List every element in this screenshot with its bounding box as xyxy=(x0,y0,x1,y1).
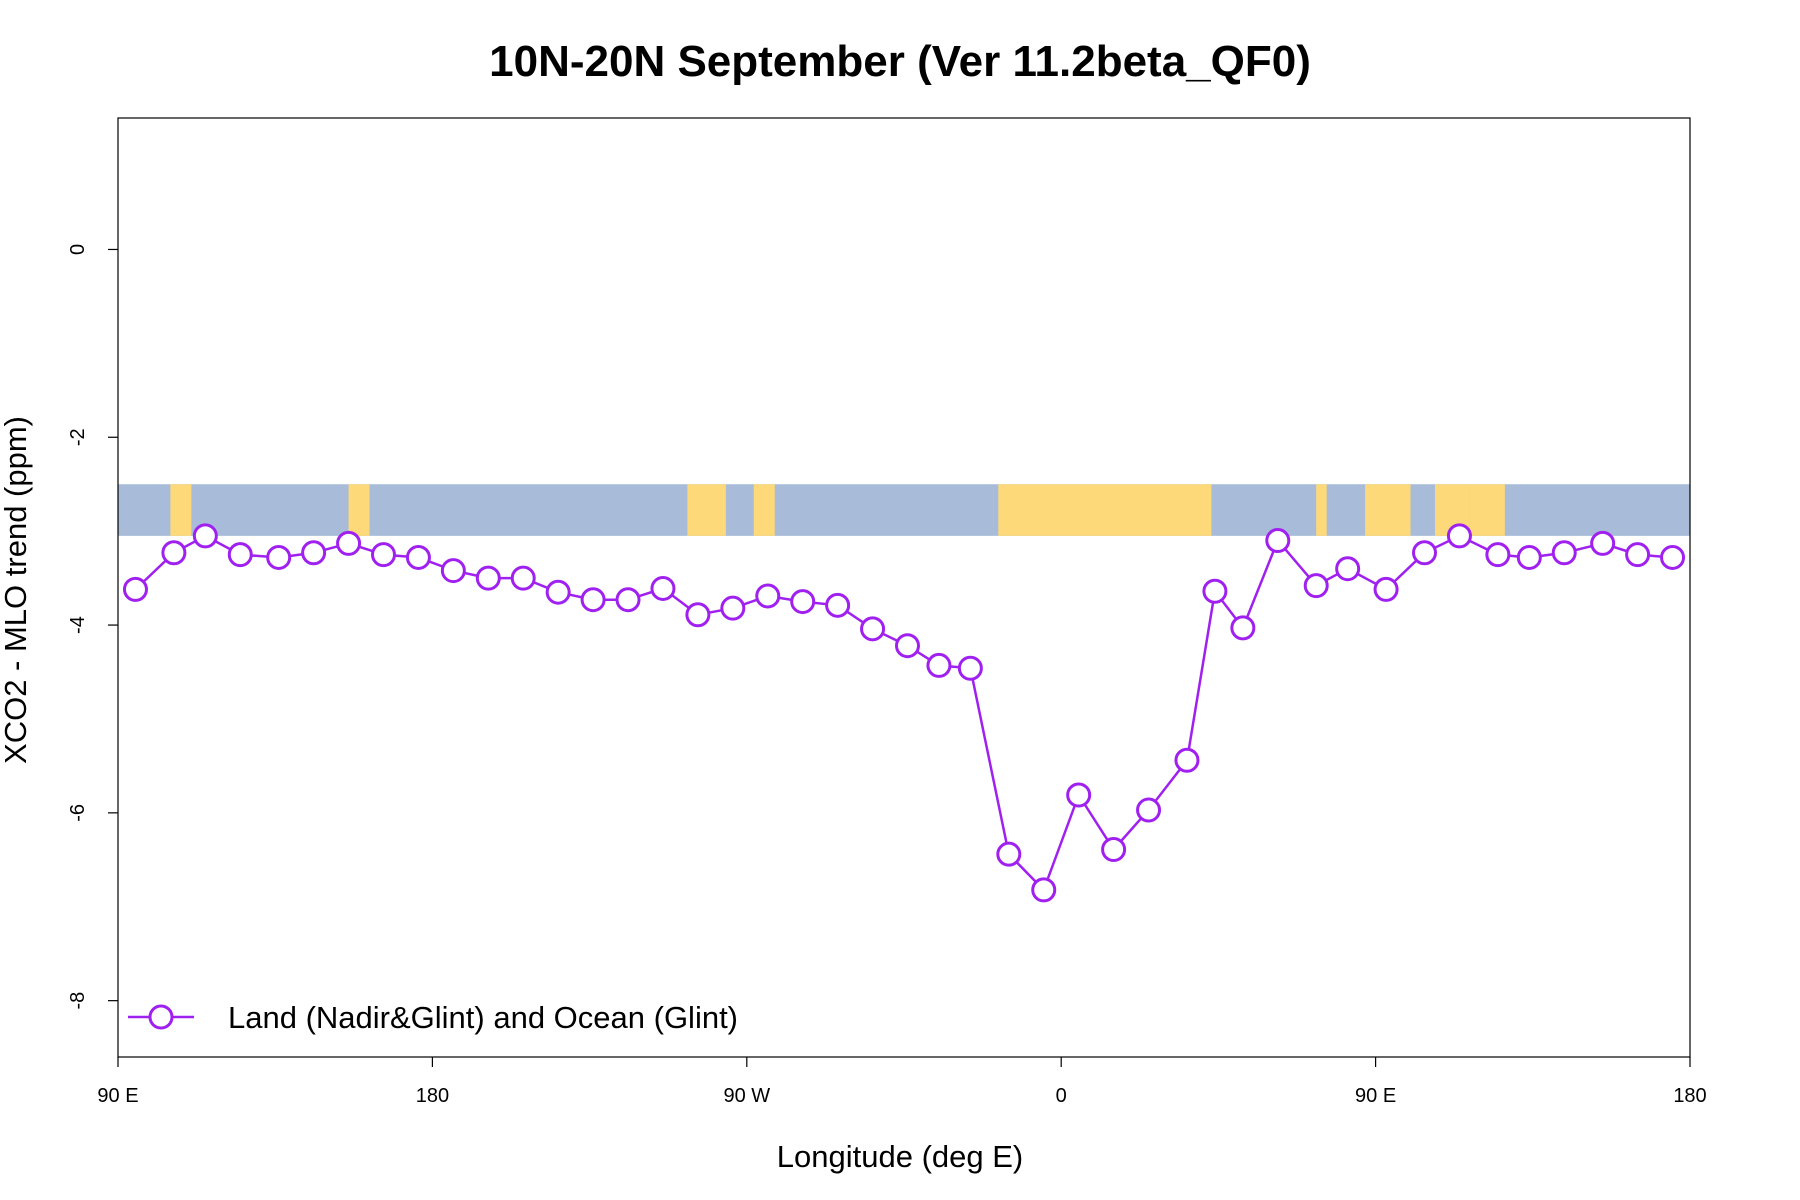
data-point xyxy=(405,544,431,570)
y-tick-label: -2 xyxy=(67,428,89,446)
x-tick-label: 90 E xyxy=(1355,1085,1396,1107)
x-tick-label: 180 xyxy=(416,1085,449,1107)
series-layer xyxy=(122,523,1686,903)
data-point xyxy=(1516,544,1542,570)
map-land-patch xyxy=(687,484,726,536)
data-point xyxy=(510,565,536,591)
x-axis-label: Longitude (deg E) xyxy=(777,1139,1023,1174)
map-land-patch xyxy=(1365,484,1411,536)
map-land-patch xyxy=(170,484,192,536)
data-point xyxy=(1303,573,1329,599)
x-tick-label: 180 xyxy=(1673,1085,1706,1107)
data-point xyxy=(615,587,641,613)
data-point xyxy=(790,589,816,615)
data-point xyxy=(1230,615,1256,641)
data-point xyxy=(996,841,1022,867)
data-point xyxy=(1412,540,1438,566)
legend: Land (Nadir&Glint) and Ocean (Glint) xyxy=(128,1000,738,1035)
data-point xyxy=(1335,556,1361,582)
data-point xyxy=(580,587,606,613)
map-ocean-band xyxy=(118,484,1690,536)
data-point xyxy=(650,575,676,601)
data-point xyxy=(266,544,292,570)
data-point xyxy=(545,579,571,605)
map-land-patch xyxy=(348,484,370,536)
map-land-patch xyxy=(753,484,775,536)
data-point xyxy=(475,565,501,591)
map-land-patch xyxy=(998,484,1212,536)
data-point xyxy=(301,540,327,566)
x-tick-label: 0 xyxy=(1056,1085,1067,1107)
data-point xyxy=(1174,747,1200,773)
data-point xyxy=(1625,542,1651,568)
data-point xyxy=(1446,523,1472,549)
data-point xyxy=(440,558,466,584)
data-point xyxy=(1551,540,1577,566)
y-tick-label: -8 xyxy=(67,992,89,1010)
series-line xyxy=(134,534,1673,893)
data-point xyxy=(1202,578,1228,604)
y-tick-label: -4 xyxy=(67,616,89,634)
y-tick-label: -6 xyxy=(67,804,89,822)
data-point xyxy=(894,633,920,659)
data-point xyxy=(926,652,952,678)
data-point xyxy=(1265,528,1291,554)
data-point xyxy=(1590,530,1616,556)
data-point xyxy=(957,655,983,681)
data-point xyxy=(192,523,218,549)
x-tick-label: 90 E xyxy=(97,1085,138,1107)
data-point xyxy=(370,542,396,568)
data-point xyxy=(122,576,148,602)
data-point xyxy=(161,540,187,566)
data-point xyxy=(1485,542,1511,568)
data-point xyxy=(860,616,886,642)
axes: 90 E 180 90 W 0 90 E 180 0 -2 -4 -6 -8 xyxy=(67,117,1707,1107)
data-point xyxy=(336,530,362,556)
legend-marker-swatch xyxy=(148,1004,174,1030)
data-point xyxy=(1136,797,1162,823)
data-point xyxy=(1660,544,1686,570)
data-point xyxy=(755,583,781,609)
map-land-patch xyxy=(1469,484,1505,536)
data-point xyxy=(825,592,851,618)
plot-frame xyxy=(117,117,1691,1058)
y-axis-label: XCO2 - MLO trend (ppm) xyxy=(0,416,33,764)
map-strip xyxy=(118,484,1690,536)
y-tick-label: 0 xyxy=(67,244,89,255)
chart-title: 10N-20N September (Ver 11.2beta_QF0) xyxy=(489,37,1311,86)
x-tick-label: 90 W xyxy=(723,1085,770,1107)
data-point xyxy=(685,602,711,628)
data-point xyxy=(227,542,253,568)
legend-series-label: Land (Nadir&Glint) and Ocean (Glint) xyxy=(228,1000,738,1035)
map-land-patch xyxy=(1316,484,1327,536)
data-point xyxy=(720,595,746,621)
data-point xyxy=(1066,782,1092,808)
data-point xyxy=(1031,877,1057,903)
data-point xyxy=(1373,576,1399,602)
data-point xyxy=(1101,836,1127,862)
